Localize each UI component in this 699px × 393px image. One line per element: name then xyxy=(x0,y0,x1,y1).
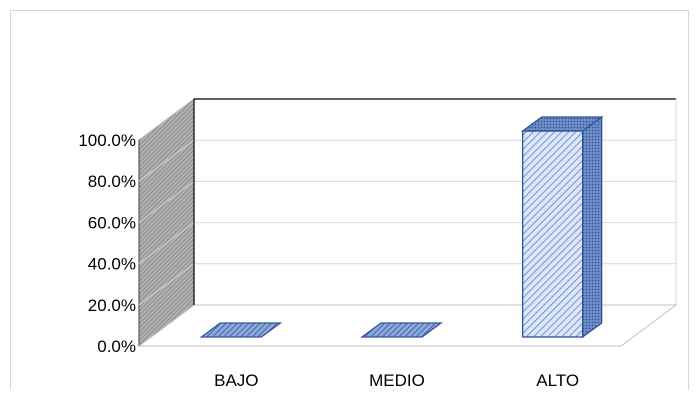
gridlines xyxy=(138,98,677,347)
y-tick-label: 60.0% xyxy=(88,213,136,232)
y-tick-label: 0.0% xyxy=(97,337,136,356)
gridline-depth xyxy=(138,263,195,306)
x-axis: BAJO MEDIO ALTO xyxy=(214,371,579,390)
bar-top xyxy=(199,322,283,338)
bar-front xyxy=(522,130,584,338)
bar-medio xyxy=(360,322,443,338)
x-tick-label: BAJO xyxy=(214,371,258,390)
y-tick-label: 20.0% xyxy=(88,296,136,315)
y-tick-label: 80.0% xyxy=(88,172,136,191)
bar-top xyxy=(360,322,443,338)
gridline-depth xyxy=(138,304,195,347)
bar-bajo xyxy=(199,322,283,338)
gridline-depth xyxy=(138,222,195,265)
y-axis: 0.0% 20.0% 40.0% 60.0% 80.0% 100.0% xyxy=(78,131,136,356)
x-tick-label: MEDIO xyxy=(369,371,425,390)
bar-side xyxy=(582,115,603,339)
side-wall xyxy=(138,98,195,347)
x-tick-label: ALTO xyxy=(536,371,579,390)
bars xyxy=(199,115,604,339)
gridline-depth xyxy=(138,98,195,141)
bar-top xyxy=(520,116,604,132)
gridline-depth xyxy=(138,139,195,182)
y-tick-label: 40.0% xyxy=(88,255,136,274)
y-tick-label: 100.0% xyxy=(78,131,136,150)
bar-alto xyxy=(520,115,604,339)
back-wall xyxy=(194,99,676,305)
gridline-depth xyxy=(138,180,195,223)
